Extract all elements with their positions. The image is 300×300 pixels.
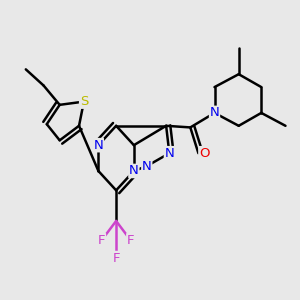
Text: O: O	[199, 147, 209, 160]
Text: F: F	[112, 252, 120, 265]
Text: F: F	[127, 234, 134, 247]
Text: N: N	[129, 164, 139, 178]
Text: N: N	[94, 139, 103, 152]
Text: N: N	[164, 147, 174, 160]
Text: F: F	[98, 234, 105, 247]
Text: N: N	[142, 160, 152, 172]
Text: N: N	[210, 106, 219, 119]
Text: S: S	[80, 95, 88, 108]
